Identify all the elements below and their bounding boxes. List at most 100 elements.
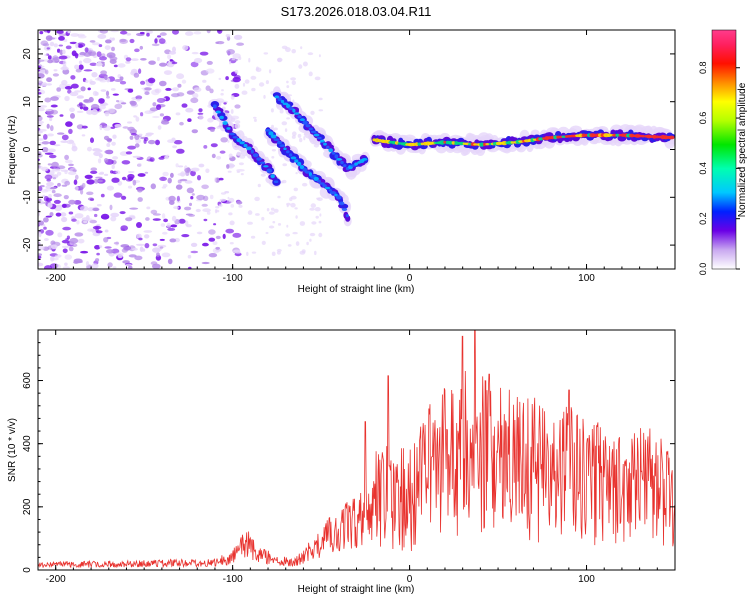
noise-blob — [29, 141, 38, 143]
noise-blob — [104, 173, 109, 176]
noise-blob — [41, 82, 48, 87]
noise-blob — [38, 262, 44, 267]
noise-blob — [52, 73, 60, 77]
noise-blob — [135, 95, 143, 100]
noise-blob — [145, 132, 154, 136]
noise-blob — [43, 30, 51, 33]
noise-blob — [155, 139, 160, 146]
trace-core — [236, 138, 241, 143]
trace-core — [378, 139, 382, 143]
noise-blob — [28, 111, 35, 115]
noise-blob — [277, 223, 282, 226]
trace-core — [213, 104, 217, 109]
noise-blob — [157, 35, 161, 38]
noise-blob — [80, 189, 84, 195]
noise-blob — [250, 75, 257, 80]
noise-blob — [71, 218, 77, 222]
noise-blob — [99, 245, 103, 248]
noise-blob — [219, 150, 226, 154]
noise-blob — [79, 106, 84, 110]
noise-blob — [131, 247, 138, 251]
trace-core — [334, 154, 339, 159]
noise-blob — [76, 110, 84, 113]
noise-blob — [29, 157, 37, 160]
trace-core — [292, 108, 296, 113]
spectrogram-y-label: Frequency (Hz) — [7, 116, 18, 185]
noise-blob — [91, 72, 98, 78]
noise-blob — [104, 149, 113, 154]
noise-blob — [145, 217, 150, 221]
noise-blob — [250, 235, 256, 239]
noise-blob — [133, 72, 140, 78]
trace-core — [294, 159, 299, 163]
noise-blob — [89, 79, 93, 84]
noise-blob — [263, 94, 266, 99]
trace-core — [273, 180, 279, 183]
noise-blob — [181, 234, 190, 238]
noise-blob — [163, 70, 173, 75]
noise-blob — [285, 47, 291, 53]
noise-blob — [71, 142, 76, 149]
y-tick-label: 400 — [22, 435, 33, 452]
noise-blob — [309, 238, 312, 242]
noise-blob — [307, 52, 314, 56]
noise-blob — [41, 166, 49, 172]
noise-blob — [293, 187, 298, 192]
noise-blob — [59, 49, 64, 56]
noise-blob — [62, 226, 72, 231]
noise-blob — [100, 89, 107, 92]
noise-blob — [76, 96, 85, 99]
noise-blob — [171, 61, 178, 65]
noise-blob — [106, 143, 111, 147]
noise-blob — [55, 254, 62, 258]
x-tick-label: -100 — [223, 273, 243, 284]
noise-blob — [45, 35, 53, 41]
noise-blob — [70, 75, 76, 80]
noise-blob — [228, 212, 233, 216]
noise-blob — [156, 252, 160, 257]
noise-blob — [201, 203, 208, 207]
noise-blob — [113, 242, 119, 245]
noise-blob — [46, 123, 50, 129]
noise-blob — [170, 224, 178, 228]
noise-blob — [95, 176, 103, 179]
noise-blob — [69, 107, 75, 113]
noise-blob — [238, 162, 244, 166]
noise-blob — [242, 82, 246, 87]
noise-blob — [148, 60, 156, 65]
noise-blob — [73, 179, 78, 185]
noise-blob — [143, 139, 147, 144]
noise-blob — [157, 125, 162, 130]
noise-blob — [110, 212, 120, 218]
trace-core — [259, 161, 266, 164]
noise-blob — [310, 110, 315, 115]
noise-blob — [69, 91, 79, 97]
noise-blob — [240, 173, 244, 176]
snr-y-label: SNR (10 * v/v) — [7, 418, 18, 482]
noise-blob — [64, 95, 70, 102]
noise-blob — [38, 69, 39, 72]
noise-blob — [46, 83, 52, 86]
noise-blob — [197, 175, 201, 181]
noise-blob — [93, 151, 101, 157]
noise-blob — [150, 209, 158, 215]
noise-blob — [28, 79, 33, 83]
noise-blob — [234, 83, 240, 89]
noise-blob — [112, 93, 120, 96]
noise-blob — [179, 121, 184, 126]
noise-blob — [157, 244, 167, 248]
noise-blob — [127, 126, 135, 132]
noise-blob — [257, 183, 261, 188]
trace-core — [335, 195, 342, 200]
noise-blob — [89, 40, 96, 43]
noise-blob — [134, 143, 140, 148]
noise-blob — [190, 170, 196, 177]
noise-blob — [44, 152, 54, 155]
trace-core — [345, 214, 349, 218]
noise-blob — [247, 221, 253, 225]
y-tick-label: 600 — [22, 372, 33, 389]
noise-blob — [89, 62, 98, 66]
noise-blob — [123, 246, 131, 251]
noise-blob — [316, 197, 320, 200]
